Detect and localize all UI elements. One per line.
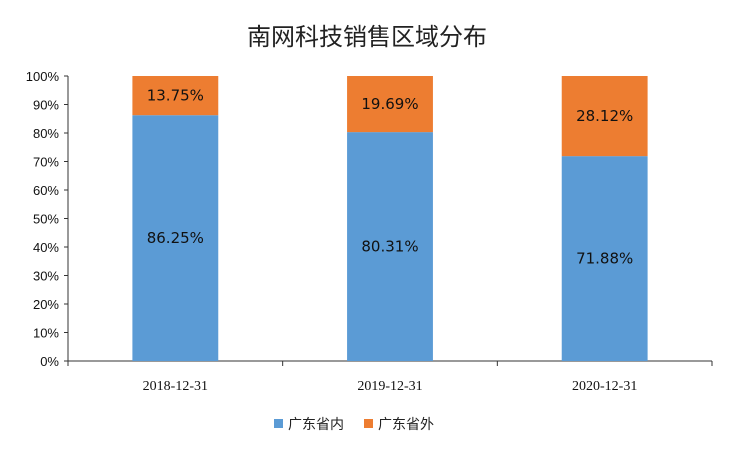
plot-area: 0% 10% 20% 30% 40% 50% 60% 70% 80% 90% 100% 86.25% 1…: [26, 69, 713, 394]
y-tick-label: 100%: [26, 69, 60, 84]
data-label: 13.75%: [147, 87, 204, 105]
y-tick-label: 20%: [33, 297, 59, 312]
legend: 广东省内 广东省外: [274, 417, 434, 433]
bar-guangdong-outside: [347, 76, 433, 133]
data-label: 28.12%: [576, 107, 633, 125]
y-tick-label: 70%: [33, 155, 59, 170]
x-tick-label: 2020-12-31: [572, 379, 637, 394]
bar-guangdong-outside: [132, 76, 219, 116]
x-tick-label: 2019-12-31: [357, 379, 422, 394]
legend-swatch-guangdong-inside: [274, 419, 283, 428]
bar-guangdong-inside: [347, 132, 433, 361]
y-tick-label: 10%: [33, 326, 59, 341]
y-tick-label: 60%: [33, 183, 59, 198]
legend-swatch-guangdong-outside: [364, 419, 373, 428]
legend-label-guangdong-outside: 广东省外: [378, 417, 434, 433]
y-tick-label: 80%: [33, 126, 59, 141]
y-tick-label: 30%: [33, 269, 59, 284]
y-tick-label: 40%: [33, 240, 59, 255]
data-label: 80.31%: [361, 238, 418, 256]
x-tick-label: 2018-12-31: [143, 379, 208, 394]
y-tick-label: 0%: [40, 354, 59, 369]
bar-guangdong-outside: [561, 76, 648, 157]
data-label: 71.88%: [576, 250, 633, 268]
data-label: 19.69%: [361, 95, 418, 113]
bar-guangdong-inside: [132, 115, 219, 361]
legend-label-guangdong-inside: 广东省内: [288, 417, 344, 433]
data-label: 86.25%: [147, 229, 204, 247]
bar-guangdong-inside: [561, 156, 648, 361]
y-tick-label: 50%: [33, 212, 59, 227]
chart-title: 南网科技销售区域分布: [247, 23, 487, 51]
y-tick-label: 90%: [33, 98, 59, 113]
